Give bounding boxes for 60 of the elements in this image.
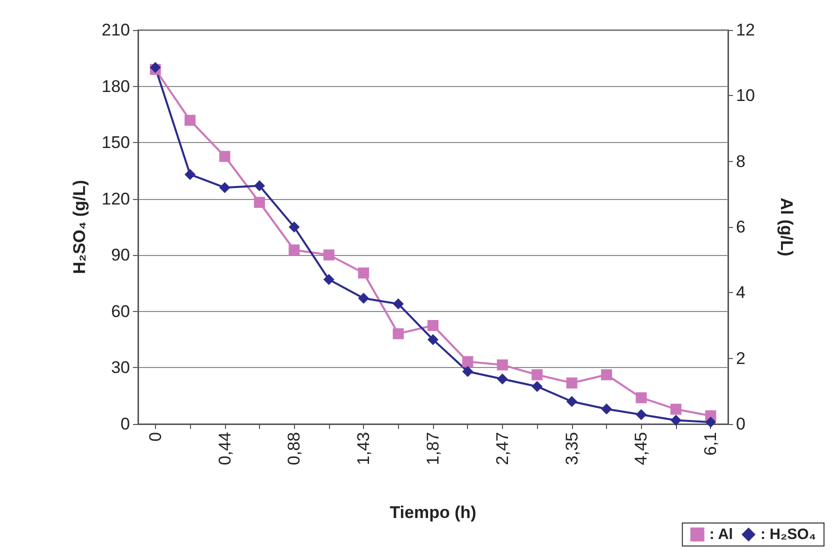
point xyxy=(288,222,300,232)
legend-label: : Al xyxy=(709,526,733,543)
y-tick-label: 90 xyxy=(111,246,130,265)
y-tick-label: 0 xyxy=(120,414,130,434)
y-tick-label: 180 xyxy=(102,76,130,96)
point xyxy=(358,267,370,278)
point xyxy=(219,150,230,162)
y-tick-label: 210 xyxy=(102,20,130,40)
y2-tick-label: 2 xyxy=(736,348,746,368)
legend-label: : H₂SO₄ xyxy=(760,526,816,543)
point xyxy=(601,369,612,380)
y2-tick-label: 12 xyxy=(736,20,755,40)
point xyxy=(254,196,265,208)
point xyxy=(462,366,474,377)
point xyxy=(184,114,196,126)
point xyxy=(288,244,300,256)
y-tick-label: 30 xyxy=(111,358,130,378)
point xyxy=(566,377,578,388)
point xyxy=(670,404,682,415)
x-tick-label: 1,43 xyxy=(354,432,374,466)
point xyxy=(392,328,404,340)
y2-tick-label: 4 xyxy=(736,283,746,302)
point xyxy=(636,409,647,420)
y2-tick-label: 6 xyxy=(736,218,746,236)
y2-tick-label: 8 xyxy=(736,152,746,171)
point xyxy=(566,396,578,407)
y-tick-label: 60 xyxy=(111,302,130,321)
y-tick-label: 150 xyxy=(102,133,130,152)
point xyxy=(496,373,508,384)
point xyxy=(323,274,334,286)
point xyxy=(532,380,543,392)
x-tick-label: 2,47 xyxy=(492,432,512,466)
point xyxy=(392,298,404,310)
y-axis-title: H₂SO₄ (g/L) xyxy=(70,180,89,274)
x-tick-label: 0 xyxy=(146,432,165,442)
point xyxy=(462,356,474,368)
x-tick-label: 0,88 xyxy=(284,432,304,466)
y-tick-label: 120 xyxy=(102,189,130,208)
y2-axis-title: Al (g/L) xyxy=(777,198,796,256)
point xyxy=(705,416,716,428)
point xyxy=(532,369,543,380)
x-tick-label: 0,44 xyxy=(215,432,234,466)
point xyxy=(184,168,196,180)
x-tick-label: 6,1 xyxy=(701,432,720,456)
point xyxy=(670,414,682,426)
point xyxy=(323,249,334,260)
point xyxy=(254,180,265,192)
point xyxy=(428,320,438,331)
point xyxy=(219,182,230,194)
point xyxy=(636,392,647,404)
y2-tick-label: 0 xyxy=(736,414,746,434)
x-tick-label: 3,35 xyxy=(562,432,582,466)
x-axis-title: Tiempo (h) xyxy=(390,503,476,522)
y2-tick-label: 10 xyxy=(736,86,755,106)
point xyxy=(358,292,370,304)
point xyxy=(601,403,612,414)
x-tick-label: 1,87 xyxy=(424,432,442,466)
x-tick-label: 4,45 xyxy=(632,432,651,466)
point xyxy=(496,359,508,370)
point xyxy=(428,334,438,346)
